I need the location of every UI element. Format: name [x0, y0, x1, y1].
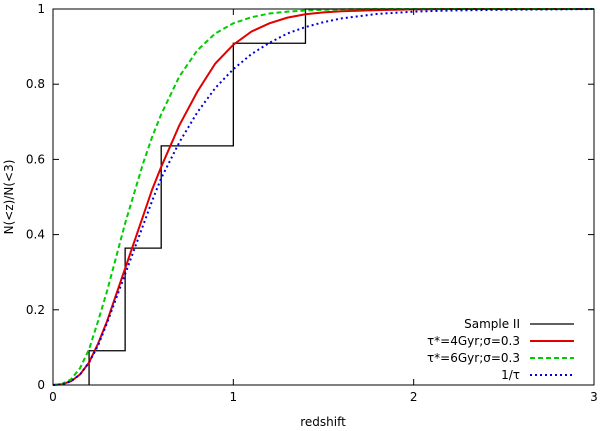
x-tick-label: 1 [230, 390, 238, 404]
series-line-3 [52, 8, 594, 386]
y-tick-label: 1 [37, 2, 45, 16]
x-tick-label: 2 [410, 390, 418, 404]
x-tick-label: 0 [49, 390, 57, 404]
axis-ticks: 0 1 2 3 0 0.2 0.4 0.6 0.8 1 [26, 2, 598, 404]
y-axis-label: N(<z)/N(<3) [2, 160, 16, 235]
plot-frame [52, 8, 595, 386]
y-tick-label: 0.2 [26, 303, 45, 317]
y-tick-label: 0 [37, 378, 45, 392]
y-tick-label: 0.6 [26, 152, 45, 166]
legend-label: τ*=4Gyr;σ=0.3 [427, 334, 520, 348]
legend: Sample II τ*=4Gyr;σ=0.3 τ*=6Gyr;σ=0.3 1/τ [427, 317, 574, 382]
legend-label: Sample II [464, 317, 520, 331]
y-tick-label: 0.4 [26, 228, 45, 242]
legend-label: 1/τ [501, 368, 520, 382]
x-axis-label: redshift [300, 415, 346, 429]
legend-label: τ*=6Gyr;σ=0.3 [427, 351, 520, 365]
plot-series [52, 8, 595, 386]
series-line-1 [88, 8, 594, 385]
x-tick-label: 3 [590, 390, 598, 404]
y-tick-label: 0.8 [26, 77, 45, 91]
